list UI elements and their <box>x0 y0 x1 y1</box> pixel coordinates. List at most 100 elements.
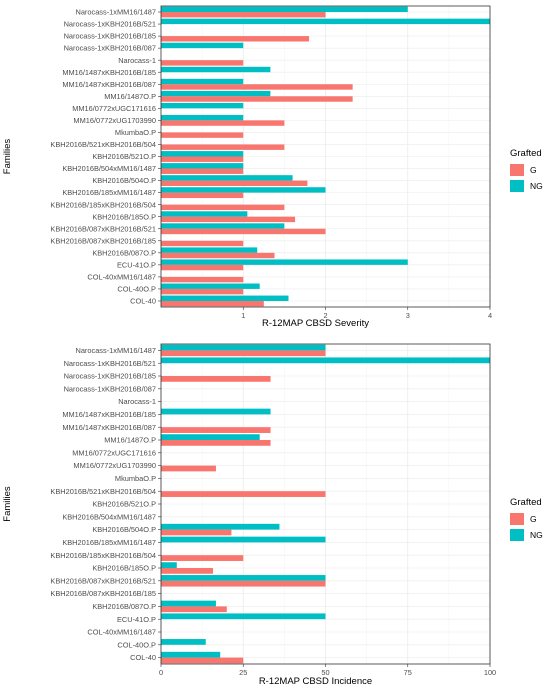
incidence-bar-g <box>161 427 271 433</box>
severity-bar-ng <box>161 42 244 49</box>
incidence-bar-ng <box>161 523 280 530</box>
incidence-bar-ng <box>161 536 326 543</box>
severity-y-tick-label: Narocass-1xKBH2016B/087 <box>64 44 156 53</box>
incidence-bar-g <box>161 376 271 382</box>
severity-y-tick-label: COL-40O.P <box>117 285 156 294</box>
incidence-y-tick-label: MM16/1487xKBH2016B/185 <box>62 410 156 419</box>
severity-bar-g <box>161 276 244 283</box>
severity-bar-g <box>161 252 275 259</box>
severity-x-tick-label: 3 <box>406 311 410 320</box>
severity-x-ticks: 1 2 3 4 <box>241 307 492 320</box>
severity-y-tick-label: COL-40xMM16/1487 <box>87 273 156 282</box>
severity-bar-ng <box>161 78 244 85</box>
incidence-chart: Narocass-1xMM16/1487 Narocass-1xKBH2016B/… <box>2 343 543 687</box>
incidence-bar-ng <box>161 613 326 620</box>
severity-y-ticks: Narocass-1xMM16/1487 Narocass-1xKBH2016B/… <box>50 8 161 306</box>
severity-bar-ng <box>161 247 258 253</box>
severity-bar-ng <box>161 175 293 181</box>
severity-y-tick-label: MM16/0772xUGC171616 <box>72 104 156 113</box>
incidence-x-tick-label: 75 <box>404 668 412 677</box>
incidence-bar-g <box>161 568 213 574</box>
incidence-y-tick-label: KBH2016B/185xMM16/1487 <box>62 538 156 547</box>
severity-bars <box>161 6 490 307</box>
incidence-bar-ng <box>161 434 260 440</box>
severity-y-tick-label: KBH2016B/087O.P <box>92 248 156 257</box>
severity-bar-ng <box>161 283 260 289</box>
severity-x-tick-label: 2 <box>323 311 327 320</box>
severity-x-tick-label: 4 <box>488 311 492 320</box>
incidence-bar-g <box>161 465 216 472</box>
incidence-y-tick-label: MM16/0772xUG1703990 <box>73 461 156 470</box>
severity-y-tick-label: MM16/1487xKBH2016B/185 <box>62 68 156 77</box>
severity-bar-ng <box>161 295 289 301</box>
incidence-bar-ng <box>161 575 326 581</box>
severity-bar-ng <box>161 187 326 193</box>
severity-x-axis-label: R-12MAP CBSD Severity <box>262 318 369 329</box>
severity-y-tick-label: KBH2016B/521O.P <box>92 152 156 161</box>
incidence-y-tick-label: KBH2016B/504xMM16/1487 <box>62 512 156 521</box>
incidence-y-tick-label: Narocass-1xMM16/1487 <box>75 346 156 355</box>
severity-y-tick-label: MM16/1487xKBH2016B/087 <box>62 80 156 89</box>
severity-bar-g <box>161 168 244 174</box>
incidence-legend: Grafted G NG <box>510 497 543 541</box>
severity-y-tick-label: KBH2016B/504O.P <box>92 176 156 185</box>
severity-y-tick-label: COL-40 <box>130 297 156 306</box>
severity-bar-g <box>161 144 285 150</box>
severity-y-tick-label: MM16/1487O.P <box>104 92 156 101</box>
severity-legend-label-g: G <box>530 165 537 175</box>
incidence-bars <box>161 344 490 664</box>
severity-bar-g <box>161 192 244 199</box>
severity-bar-ng <box>161 163 244 169</box>
severity-bar-g <box>161 216 296 223</box>
incidence-y-tick-label: MkumbaO.P <box>115 474 156 483</box>
severity-bar-g <box>161 264 244 271</box>
severity-y-tick-label: Narocass-1xKBH2016B/185 <box>64 32 156 41</box>
severity-bar-g <box>161 60 244 66</box>
severity-bar-g <box>161 288 244 295</box>
incidence-x-tick-label: 100 <box>484 668 496 677</box>
incidence-y-axis-label: Families <box>2 486 13 522</box>
severity-bar-ng <box>161 6 408 13</box>
incidence-y-tick-label: COL-40xMM16/1487 <box>87 628 156 637</box>
severity-y-tick-label: KBH2016B/521xKBH2016B/504 <box>50 140 156 149</box>
incidence-bar-g <box>161 350 326 357</box>
severity-bar-g <box>161 180 308 186</box>
incidence-y-tick-label: KBH2016B/521O.P <box>92 500 156 509</box>
incidence-bar-g <box>161 491 326 497</box>
incidence-y-tick-label: Narocass-1 <box>118 397 156 406</box>
incidence-y-tick-label: Narocass-1xKBH2016B/521 <box>64 359 156 368</box>
incidence-y-tick-label: KBH2016B/087xKBH2016B/521 <box>50 576 156 585</box>
incidence-x-ticks: 0 25 50 75 100 <box>159 664 496 677</box>
severity-bar-g <box>161 96 353 102</box>
severity-legend-key-ng <box>510 180 524 192</box>
incidence-legend-title: Grafted <box>510 497 542 508</box>
incidence-bar-g <box>161 657 244 664</box>
incidence-bar-ng <box>161 562 177 568</box>
severity-bar-g <box>161 132 244 138</box>
incidence-y-tick-label: MM16/1487O.P <box>104 436 156 445</box>
severity-y-tick-label: ECU-41O.P <box>117 260 156 269</box>
severity-bar-g <box>161 300 264 307</box>
severity-y-tick-label: MkumbaO.P <box>115 128 156 137</box>
severity-y-tick-label: KBH2016B/087xKBH2016B/521 <box>50 224 156 233</box>
incidence-bar-ng <box>161 651 221 658</box>
severity-y-tick-label: Narocass-1xMM16/1487 <box>75 8 156 17</box>
incidence-y-tick-label: Narocass-1xKBH2016B/185 <box>64 372 156 381</box>
severity-bar-g <box>161 120 285 126</box>
incidence-legend-key-ng <box>510 529 524 541</box>
severity-y-tick-label: KBH2016B/185xMM16/1487 <box>62 188 156 197</box>
severity-y-tick-label: Narocass-1 <box>118 56 156 65</box>
severity-bar-ng <box>161 259 408 265</box>
severity-y-tick-label: KBH2016B/087xKBH2016B/185 <box>50 236 156 245</box>
incidence-bar-g <box>161 580 326 587</box>
severity-bar-g <box>161 156 244 162</box>
incidence-bar-ng <box>161 357 490 364</box>
severity-y-axis-label: Families <box>2 139 13 175</box>
severity-y-tick-label: KBH2016B/185O.P <box>92 212 156 221</box>
incidence-y-tick-label: MM16/0772xUGC171616 <box>72 448 156 457</box>
incidence-bar-ng <box>161 408 271 415</box>
incidence-x-axis-label: R-12MAP CBSD Incidence <box>259 676 372 687</box>
incidence-y-tick-label: MM16/1487xKBH2016B/087 <box>62 423 156 432</box>
severity-bar-ng <box>161 90 271 97</box>
